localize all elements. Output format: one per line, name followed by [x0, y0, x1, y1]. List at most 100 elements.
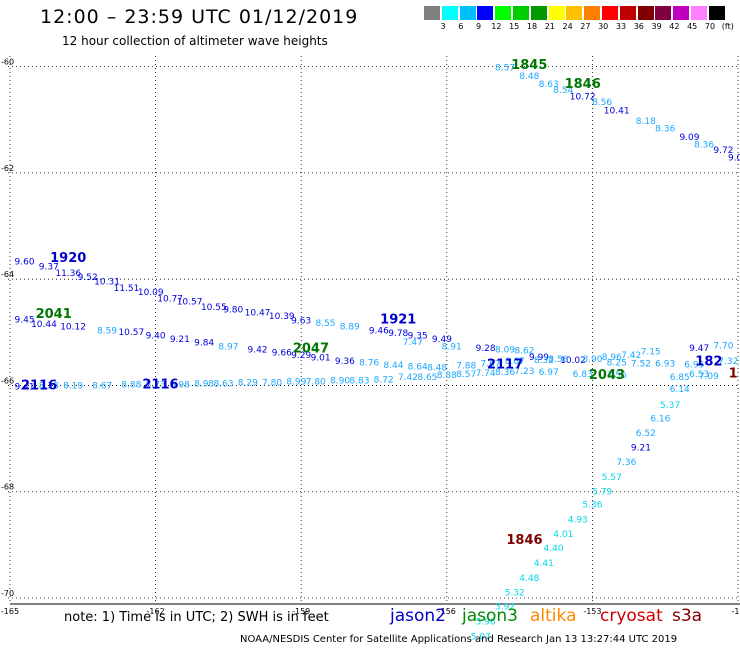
x-tick-label: -156 — [438, 607, 456, 616]
legend-label: 42 — [669, 22, 680, 31]
legend-swatch — [619, 6, 636, 20]
data-point-label: 9.84 — [194, 339, 214, 349]
data-point-label: 8.29 — [238, 378, 258, 388]
data-point-label: 8.56 — [592, 98, 612, 108]
legend-label: 12 — [491, 22, 502, 31]
satellite-s3a-label: s3a — [672, 606, 703, 626]
data-point-label: 9.03 — [728, 154, 740, 164]
data-point-label: 7.88 — [456, 361, 476, 371]
data-point-label: 8.18 — [636, 117, 656, 127]
x-tick-label: -159 — [292, 607, 310, 616]
y-tick-label: -68 — [1, 483, 14, 492]
legend-label: 39 — [651, 22, 662, 31]
legend-swatch — [691, 6, 707, 20]
page-title: 12:00 – 23:59 UTC 01/12/2019 — [40, 6, 359, 28]
time-label: 1921 — [380, 312, 416, 327]
data-point-label: 6.53 — [689, 370, 709, 380]
data-point-label: 9.28 — [476, 344, 496, 354]
data-point-label: 8.36 — [694, 140, 714, 150]
legend-swatch — [673, 6, 690, 20]
satellite-jason2-label: jason2 — [390, 606, 446, 626]
data-point-label: 8.63 — [539, 80, 559, 90]
data-point-label: 11.51 — [114, 284, 140, 294]
data-point-label: 4.40 — [544, 544, 564, 554]
data-point-label: 7.32 — [718, 357, 738, 367]
legend-label: 15 — [509, 22, 520, 31]
data-point-label: 10.44 — [31, 320, 57, 330]
data-point-label: 10.57 — [118, 328, 144, 338]
data-point-label: 7.42 — [621, 351, 641, 361]
x-tick-label: -15 — [731, 607, 740, 616]
data-point-label: 8.72 — [374, 375, 394, 385]
data-point-label: 9.45 — [15, 316, 35, 326]
data-point-label: 8.99 — [286, 377, 306, 387]
data-point-label: 8.36 — [655, 124, 675, 134]
time-label: 2043 — [589, 368, 625, 383]
time-label: 1846 — [565, 77, 601, 92]
legend-swatch — [459, 6, 476, 20]
data-point-label: 6.52 — [636, 429, 656, 439]
data-point-label: 8.54 — [553, 86, 573, 96]
data-point-label: 6.83 — [573, 370, 593, 380]
data-point-label: 9.66 — [272, 349, 292, 359]
data-point-label: 8.90 — [330, 376, 350, 386]
data-point-label: 10.31 — [94, 277, 120, 287]
data-point-label: 8.36 — [495, 368, 515, 378]
data-point-label: 7.74 — [476, 369, 496, 379]
footer-note: note: 1) Time is in UTC; 2) SWH is in fe… — [64, 610, 329, 625]
legend-swatch — [637, 6, 654, 20]
data-point-label: 9.49 — [432, 335, 452, 345]
data-point-label: 7.80 — [306, 377, 326, 387]
data-point-label: 8.73 — [146, 381, 166, 391]
data-point-label: 5.36 — [582, 501, 602, 511]
data-point-label: 9.72 — [713, 146, 733, 156]
data-point-label: 8.48 — [519, 72, 539, 82]
data-point-label: 6.93 — [655, 359, 675, 369]
data-point-label: 9.01 — [311, 353, 331, 363]
legend-label: 36 — [633, 22, 644, 31]
data-point-label: 6.95 — [684, 360, 704, 370]
legend-label: 6 — [458, 22, 464, 31]
data-point-label: 8.91 — [442, 342, 462, 352]
data-point-label: 8.62 — [514, 347, 534, 357]
time-label: 2041 — [36, 307, 72, 322]
legend-swatch — [602, 6, 618, 20]
legend-swatch — [548, 6, 565, 20]
data-point-label: 10.39 — [269, 312, 295, 322]
satellite-cryosat-label: cryosat — [600, 606, 663, 626]
data-point-label: 9.40 — [146, 332, 166, 342]
time-label: 1920 — [50, 251, 86, 266]
data-point-label: 10.09 — [138, 288, 164, 298]
data-point-label: 8.59 — [97, 326, 117, 336]
data-point-label: 8.83 — [349, 376, 369, 386]
legend-label: 21 — [544, 22, 555, 31]
data-point-label: 7.67 — [480, 359, 500, 369]
data-point-label: 10.41 — [604, 106, 630, 116]
y-tick-label: -70 — [1, 589, 14, 598]
data-point-label: 8.65 — [417, 373, 437, 383]
data-point-label: 5.37 — [660, 401, 680, 411]
legend-swatch — [513, 6, 529, 20]
data-point-label: 4.01 — [553, 530, 573, 540]
data-point-label: 7.09 — [699, 372, 719, 382]
legend-swatch — [655, 6, 672, 20]
legend-label: 45 — [687, 22, 698, 31]
data-point-label: 8.88 — [437, 371, 457, 381]
time-label: 2117 — [487, 357, 523, 372]
data-point-label: 9.46 — [369, 326, 389, 336]
data-point-label: 10.77 — [157, 294, 183, 304]
data-point-label: 9.29 — [291, 351, 311, 361]
legend-label: 18 — [526, 22, 538, 31]
data-point-label: 7.42 — [398, 373, 418, 383]
data-point-label: 4.41 — [534, 559, 554, 569]
legend-swatch — [441, 6, 458, 20]
data-point-label: 9.21 — [170, 335, 190, 345]
data-point-label: 8.44 — [383, 361, 403, 371]
data-point-label: 10.12 — [60, 323, 86, 333]
data-point-label: 9.63 — [291, 316, 311, 326]
data-point-label: 8.32 — [534, 356, 554, 366]
data-point-label: 9.36 — [335, 357, 355, 367]
time-label: 2116 — [142, 378, 178, 393]
data-point-label: 4.93 — [568, 516, 588, 526]
legend-label: 24 — [562, 22, 573, 31]
